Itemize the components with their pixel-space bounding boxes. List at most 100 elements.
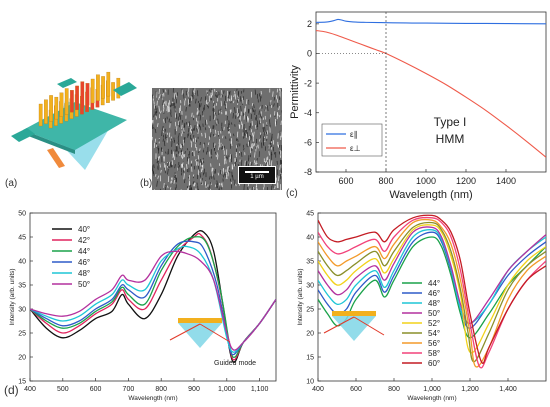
- sem-grain: [215, 112, 217, 117]
- legend-label: 44°: [428, 279, 440, 288]
- series-line-2: [318, 229, 546, 325]
- sem-grain: [279, 173, 282, 180]
- legend-label: ε∥: [350, 130, 358, 139]
- inset-reflected-ray: [199, 323, 231, 343]
- sem-grain: [209, 176, 211, 180]
- sem-grain: [199, 103, 201, 108]
- sem-grain: [188, 186, 190, 190]
- sem-grain: [170, 121, 172, 125]
- sem-grain: [269, 119, 271, 125]
- x-tick-label: 800: [388, 386, 400, 393]
- sem-grain: [181, 163, 183, 169]
- nanowire: [49, 95, 53, 122]
- nanowire: [64, 88, 69, 115]
- scale-bar-label: 1 µm: [250, 174, 264, 180]
- sem-grain: [215, 103, 218, 106]
- x-axis-label: Wavelength (nm): [389, 189, 472, 201]
- annotation-line-1: Type I: [434, 115, 467, 129]
- y-tick-label: 30: [18, 306, 26, 313]
- sem-grain: [200, 97, 202, 102]
- sem-grain: [199, 124, 201, 127]
- sem-grain: [173, 175, 175, 179]
- x-tick-label: 1,400: [499, 386, 517, 393]
- sem-grain: [259, 95, 262, 102]
- y-axis-label: Permittivity: [289, 65, 301, 119]
- sem-grain: [254, 152, 256, 158]
- x-tick-label: 600: [338, 176, 353, 186]
- sem-grain: [225, 106, 227, 110]
- sem-grain: [229, 132, 232, 137]
- sem-grain: [199, 114, 202, 121]
- sem-grain: [163, 140, 166, 147]
- sem-grain: [246, 132, 249, 138]
- sem-grain: [234, 107, 236, 114]
- sem-grain: [210, 132, 212, 138]
- sem-grain: [260, 116, 263, 119]
- sem-grain: [246, 99, 248, 105]
- y-tick-label: 10: [306, 378, 314, 385]
- series-line-4: [318, 224, 546, 354]
- sem-grain: [254, 162, 256, 166]
- sem-grain: [208, 125, 210, 129]
- sem-grain: [237, 143, 239, 148]
- sem-grain: [241, 99, 243, 105]
- sem-grain: [234, 93, 237, 100]
- sem-grain: [200, 161, 203, 168]
- sem-grain: [235, 154, 237, 158]
- sem-grain: [236, 107, 239, 113]
- sem-grain: [158, 105, 160, 112]
- sem-grain: [184, 137, 186, 143]
- panel-label-b: (b): [140, 178, 153, 189]
- sem-grain: [192, 128, 195, 131]
- annotation-guided-mode: Guided mode: [214, 360, 256, 367]
- sem-grain: [173, 93, 176, 99]
- sem-grain: [235, 151, 238, 156]
- y-tick-label: 50: [18, 210, 26, 217]
- sem-grain: [167, 176, 170, 183]
- x-tick-label: 1,100: [251, 386, 269, 393]
- sem-grain: [192, 174, 195, 177]
- nanowire: [54, 96, 59, 120]
- sem-grain: [180, 172, 183, 176]
- sem-grain: [159, 163, 161, 168]
- sem-grain: [278, 106, 280, 111]
- sem-grain: [229, 109, 232, 114]
- sem-grain: [171, 103, 173, 107]
- sem-grain: [160, 110, 162, 114]
- sem-grain: [217, 131, 220, 136]
- sem-grain: [210, 149, 213, 155]
- sem-grain: [225, 158, 227, 164]
- sem-grain: [214, 184, 217, 187]
- sem-grain: [253, 131, 255, 137]
- sem-grain: [160, 169, 162, 173]
- sem-grain: [248, 135, 251, 141]
- sem-grain: [234, 115, 237, 119]
- sem-grain: [194, 125, 196, 131]
- sem-grain: [197, 100, 200, 104]
- sem-grain: [250, 136, 252, 141]
- nanowire: [101, 76, 105, 99]
- sem-grain: [277, 112, 279, 117]
- sem-grain: [188, 153, 190, 159]
- legend-box: [321, 123, 383, 157]
- sem-grain: [228, 166, 230, 172]
- series-line-8: [318, 214, 546, 364]
- sem-grain: [227, 155, 229, 160]
- sem-grain: [157, 157, 159, 164]
- sem-grain: [204, 127, 207, 131]
- y-tick-label: 25: [18, 330, 26, 337]
- y-tick-label: 0: [307, 49, 312, 59]
- y-tick-label: 45: [18, 234, 26, 241]
- sem-grain: [207, 102, 209, 105]
- sem-grain: [256, 188, 258, 190]
- nanowire: [70, 90, 74, 113]
- sem-grain: [164, 186, 167, 190]
- sem-grain: [251, 103, 254, 106]
- sem-grain: [259, 118, 261, 124]
- sem-grain: [172, 151, 175, 157]
- sem-grain: [183, 173, 185, 180]
- sem-grain: [200, 162, 202, 167]
- plot-frame: [29, 212, 277, 382]
- x-tick-label: 400: [24, 386, 36, 393]
- intensity-chart-right: 400 600 800 1,000 1,200 1,400 10 15 20 25 30 35 40 45…: [297, 210, 547, 402]
